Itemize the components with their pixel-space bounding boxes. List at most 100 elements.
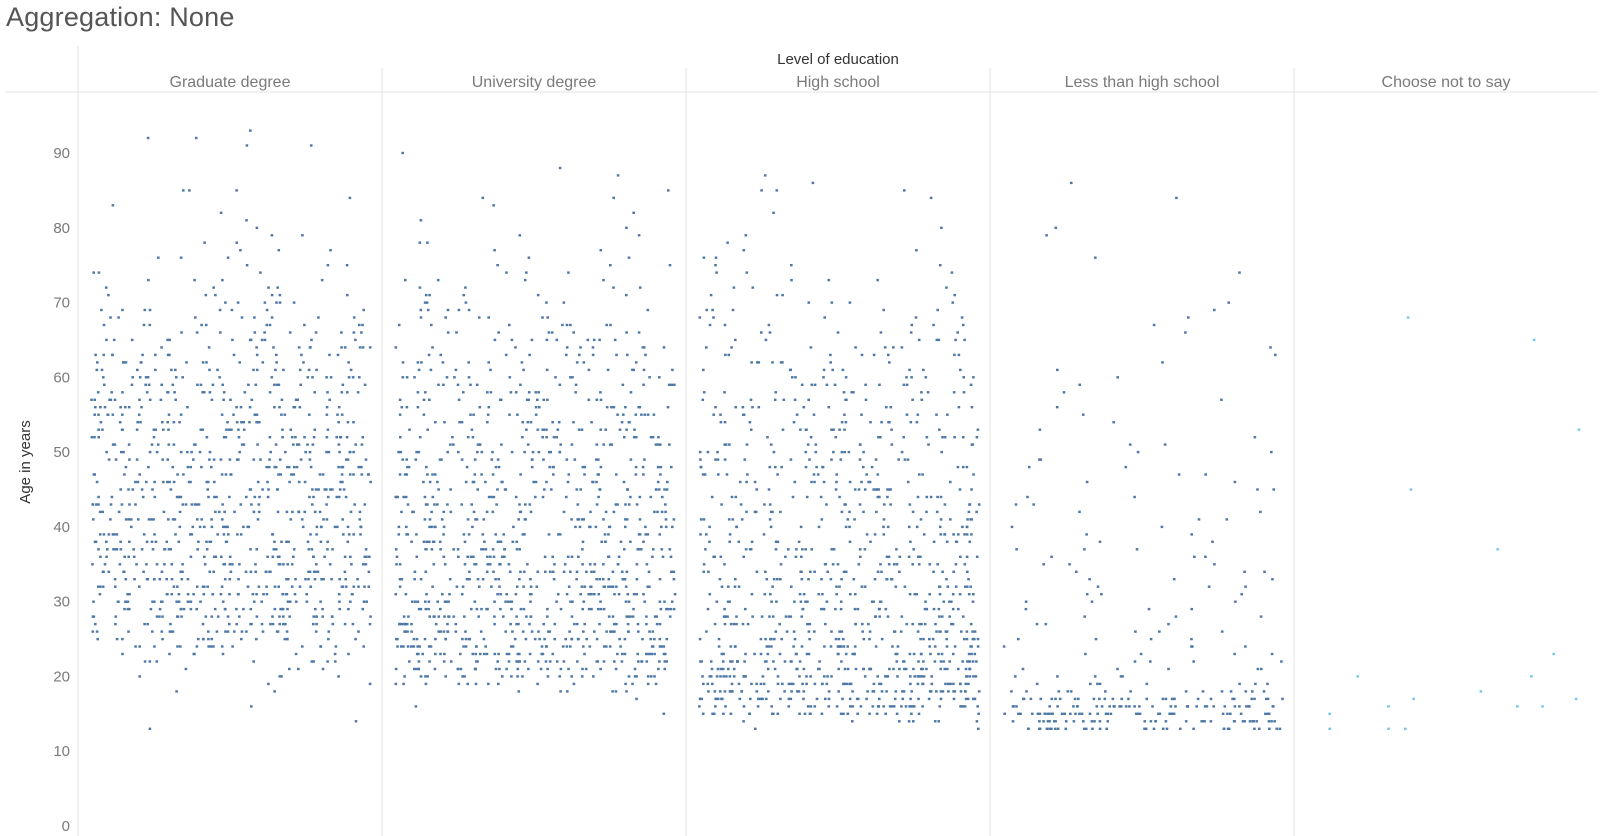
data-point <box>292 443 295 446</box>
data-point <box>172 443 176 446</box>
data-point <box>673 593 677 596</box>
data-point <box>268 391 272 394</box>
data-point <box>212 286 215 289</box>
data-point <box>957 406 961 409</box>
data-point <box>137 413 141 416</box>
data-point <box>422 480 425 484</box>
data-point <box>880 570 883 573</box>
data-point <box>235 189 238 192</box>
data-point <box>642 593 645 596</box>
data-point <box>861 630 864 633</box>
data-point <box>97 436 100 439</box>
data-point <box>253 331 257 334</box>
data-point <box>439 630 442 633</box>
data-point <box>860 353 864 357</box>
data-point <box>93 413 96 416</box>
data-point <box>497 465 501 469</box>
data-point <box>1024 600 1028 603</box>
data-point <box>620 421 624 424</box>
data-point <box>248 338 252 342</box>
data-point <box>1056 727 1060 730</box>
data-point <box>806 705 810 708</box>
data-point <box>1038 712 1042 715</box>
data-point <box>1174 615 1178 618</box>
data-point <box>297 480 301 484</box>
data-point <box>113 585 117 588</box>
data-point <box>977 727 980 730</box>
data-point <box>735 525 739 529</box>
data-point <box>928 645 931 648</box>
data-point <box>732 675 736 678</box>
data-point <box>410 540 413 543</box>
data-point <box>425 301 429 304</box>
data-point <box>545 480 548 484</box>
data-point <box>134 503 137 506</box>
data-point <box>147 518 151 521</box>
data-point <box>250 705 253 708</box>
data-point <box>97 413 100 416</box>
data-point <box>98 510 102 514</box>
data-point <box>911 622 914 626</box>
data-point <box>719 413 722 416</box>
data-point <box>212 555 216 558</box>
data-point <box>764 338 768 342</box>
data-point <box>218 510 221 514</box>
data-point <box>1116 376 1119 379</box>
data-point <box>474 652 478 656</box>
data-point <box>240 443 244 446</box>
data-point <box>1262 690 1266 693</box>
data-point <box>723 607 726 611</box>
data-point <box>566 690 569 693</box>
data-point <box>787 697 791 701</box>
data-point <box>709 675 713 678</box>
data-point <box>1145 697 1149 701</box>
data-point <box>745 510 748 514</box>
data-point <box>119 540 122 543</box>
data-point <box>549 450 552 454</box>
data-point <box>563 563 567 566</box>
data-point <box>405 458 408 461</box>
data-point <box>1251 690 1254 693</box>
data-point <box>923 607 927 611</box>
data-point <box>548 450 551 454</box>
data-point <box>1121 675 1124 678</box>
data-point <box>770 705 773 708</box>
data-point <box>658 622 662 626</box>
data-point <box>844 525 848 529</box>
data-point <box>906 458 910 461</box>
data-point <box>398 563 402 566</box>
data-point <box>624 585 628 588</box>
data-point <box>170 368 173 372</box>
data-point <box>1177 473 1181 476</box>
data-point <box>927 697 931 701</box>
data-point <box>411 510 414 514</box>
data-point <box>698 637 702 641</box>
data-point <box>870 465 874 469</box>
data-point <box>1094 637 1098 641</box>
data-point <box>939 630 942 633</box>
data-point <box>171 518 175 521</box>
data-point <box>178 510 182 514</box>
data-point <box>522 607 526 611</box>
data-point <box>672 578 676 581</box>
data-point <box>1164 697 1168 701</box>
data-point <box>895 548 898 551</box>
data-point <box>822 376 825 379</box>
data-point <box>940 652 944 656</box>
data-point <box>227 533 230 536</box>
data-point <box>603 533 607 536</box>
data-point <box>855 697 859 701</box>
data-point <box>442 383 445 386</box>
data-point <box>546 615 549 618</box>
data-point <box>220 413 224 416</box>
data-point <box>804 465 808 469</box>
data-point <box>529 600 532 603</box>
data-point <box>889 406 893 409</box>
data-point <box>597 593 601 596</box>
data-point <box>595 503 599 506</box>
data-point <box>201 585 205 588</box>
data-point <box>446 503 449 506</box>
data-point <box>633 667 637 671</box>
data-point <box>558 533 562 536</box>
data-point <box>239 406 243 409</box>
